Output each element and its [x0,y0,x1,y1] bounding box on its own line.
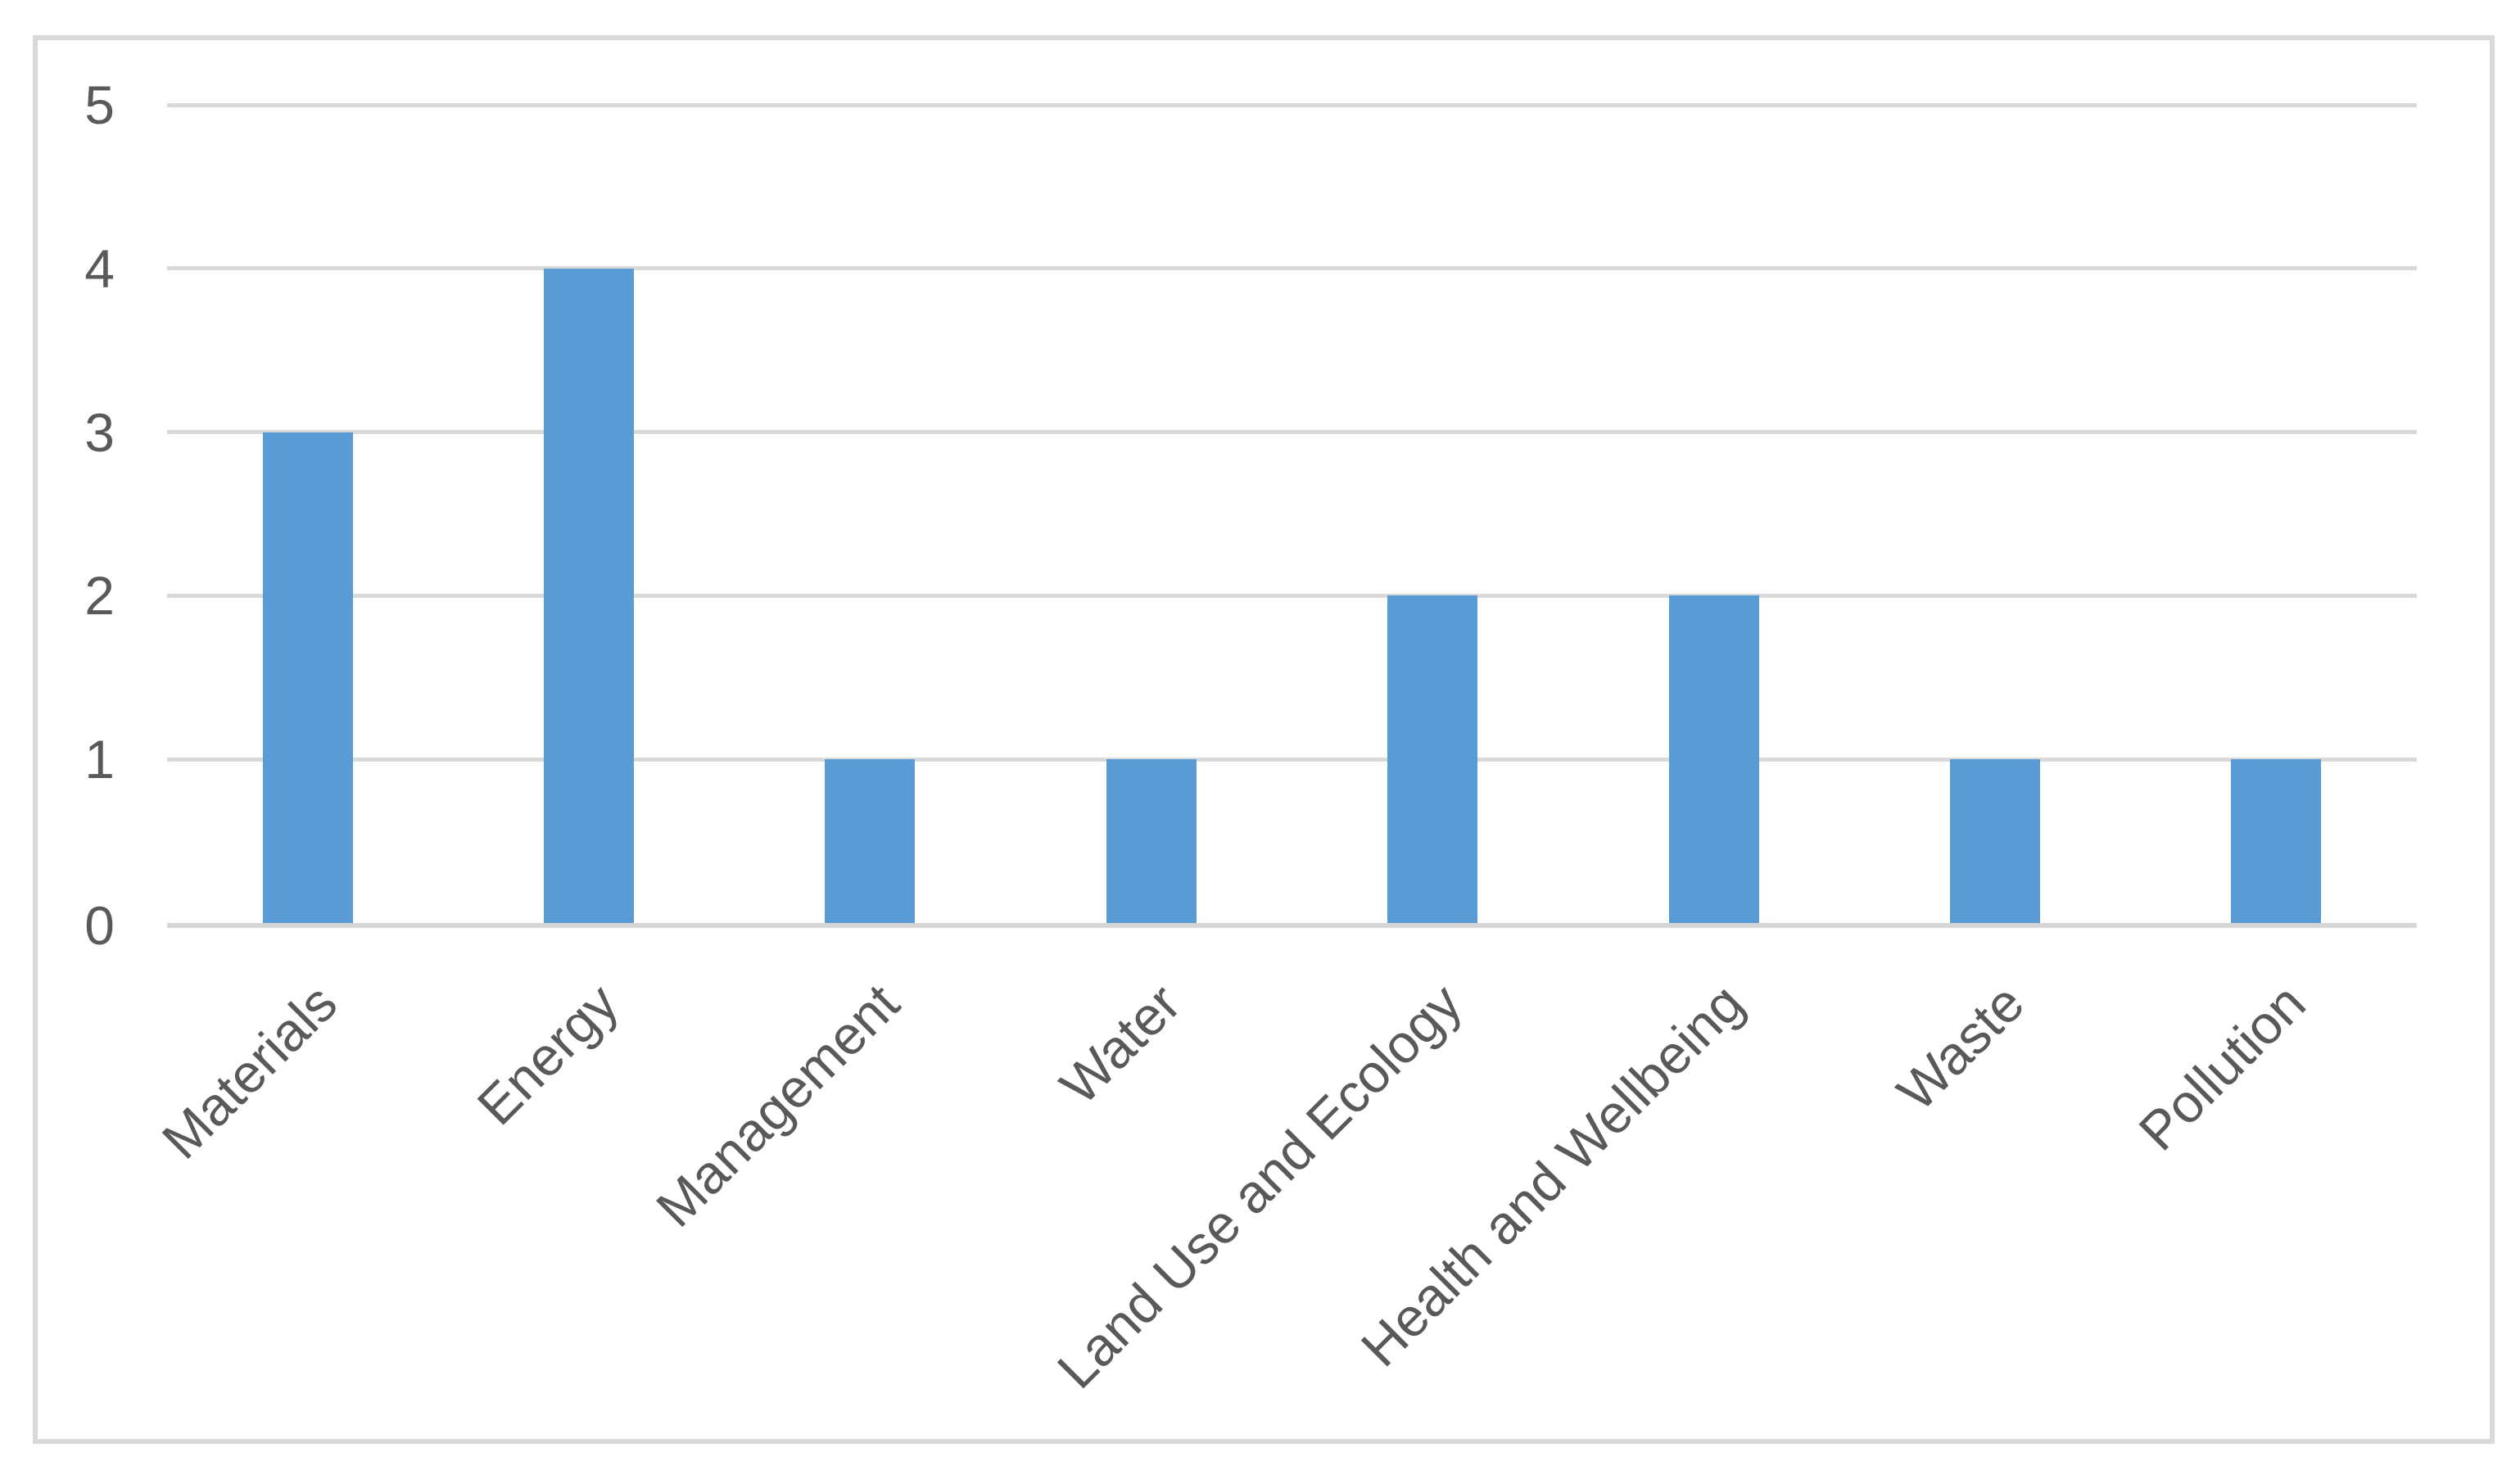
x-axis-category-label-pollution: Pollution [2127,972,2317,1162]
y-axis-tick-label-5: 5 [84,75,115,135]
x-axis-category-label-waste: Waste [1885,972,2036,1123]
x-axis-category-label-management: Management [644,972,911,1238]
bar-management[interactable] [825,759,915,923]
y-axis-tick-label-0: 0 [84,895,115,956]
bar-health-and-wellbeing[interactable] [1669,595,1759,923]
bar-materials[interactable] [263,432,353,923]
bar-waste[interactable] [1950,759,2040,923]
bar-energy[interactable] [544,269,634,923]
gridline-y-1 [167,758,2417,762]
gridline-y-2 [167,594,2417,598]
gridline-y-3 [167,430,2417,434]
x-axis-category-label-materials: Materials [150,972,349,1170]
x-axis-category-label-water: Water [1048,972,1192,1116]
y-axis-tick-label-4: 4 [84,238,115,299]
x-axis-category-label-energy: Energy [465,972,630,1137]
y-axis-tick-label-1: 1 [84,729,115,790]
bar-land-use-and-ecology[interactable] [1387,595,1477,923]
x-axis-line [167,923,2417,928]
gridline-y-5 [167,103,2417,107]
y-axis-tick-label-3: 3 [84,402,115,463]
gridline-y-4 [167,266,2417,270]
bar-water[interactable] [1106,759,1197,923]
y-axis-tick-label-2: 2 [84,565,115,626]
bar-pollution[interactable] [2231,759,2321,923]
